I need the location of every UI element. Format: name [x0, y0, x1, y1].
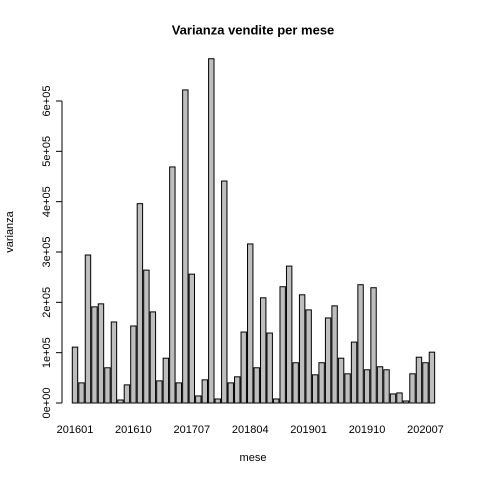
bar	[428, 351, 436, 404]
bar	[247, 243, 254, 404]
y-tick-label: 2e+05	[41, 287, 53, 318]
bar	[318, 362, 325, 404]
bar	[188, 273, 196, 404]
bar	[78, 382, 85, 404]
x-axis-label: mese	[240, 452, 267, 464]
bar	[337, 357, 345, 404]
y-axis-label: varianza	[4, 210, 16, 252]
bar	[162, 357, 170, 404]
bar	[214, 398, 221, 404]
x-tick-label: 201804	[232, 424, 269, 436]
bar	[234, 376, 241, 404]
bar	[311, 374, 319, 404]
bar	[396, 392, 403, 404]
bar	[130, 325, 137, 404]
bar	[143, 269, 150, 404]
bar	[71, 346, 79, 404]
y-tick-label: 0e+00	[41, 388, 53, 419]
bar	[149, 311, 157, 404]
bar	[195, 395, 202, 404]
bar	[272, 398, 280, 404]
bar	[201, 379, 209, 404]
bar	[169, 166, 176, 404]
bar	[415, 356, 423, 404]
bar	[227, 382, 234, 404]
bar	[110, 321, 118, 404]
bar	[370, 287, 377, 404]
bar	[123, 384, 131, 404]
bar	[104, 367, 111, 404]
bar	[344, 373, 351, 404]
bar	[208, 58, 215, 404]
bar	[363, 369, 371, 404]
bar	[376, 366, 384, 404]
y-tick-label: 4e+05	[41, 186, 53, 217]
bar	[409, 373, 416, 404]
bar	[331, 305, 338, 404]
bar	[279, 286, 286, 404]
bar	[182, 89, 189, 404]
bar	[422, 362, 429, 404]
x-tick-label: 201707	[173, 424, 210, 436]
bar	[402, 400, 410, 404]
bar	[305, 309, 312, 404]
bar	[91, 306, 98, 404]
x-tick-label: 201910	[349, 424, 386, 436]
bar	[260, 297, 267, 404]
bar	[266, 332, 273, 404]
bar	[298, 294, 306, 404]
bar	[324, 317, 332, 404]
x-tick-label: 202007	[407, 424, 444, 436]
bar	[253, 367, 260, 404]
x-tick-label: 201901	[290, 424, 327, 436]
chart-title: Varianza vendite per mese	[172, 22, 335, 37]
bar	[240, 331, 247, 404]
bar	[383, 369, 390, 404]
bar	[156, 380, 163, 404]
bar	[136, 203, 144, 404]
y-tick-label: 5e+05	[41, 136, 53, 167]
bar	[292, 362, 299, 404]
bar	[221, 180, 228, 404]
bar	[389, 393, 397, 404]
y-tick-label: 1e+05	[41, 337, 53, 368]
bar	[285, 265, 293, 404]
x-tick-label: 201601	[57, 424, 94, 436]
bar	[117, 399, 124, 404]
bar	[175, 382, 183, 404]
bar	[350, 341, 358, 404]
y-tick-label: 6e+05	[41, 86, 53, 117]
bar	[84, 254, 92, 404]
bar	[97, 303, 105, 404]
y-tick-label: 3e+05	[41, 237, 53, 268]
x-tick-label: 201610	[115, 424, 152, 436]
bar	[357, 284, 364, 404]
